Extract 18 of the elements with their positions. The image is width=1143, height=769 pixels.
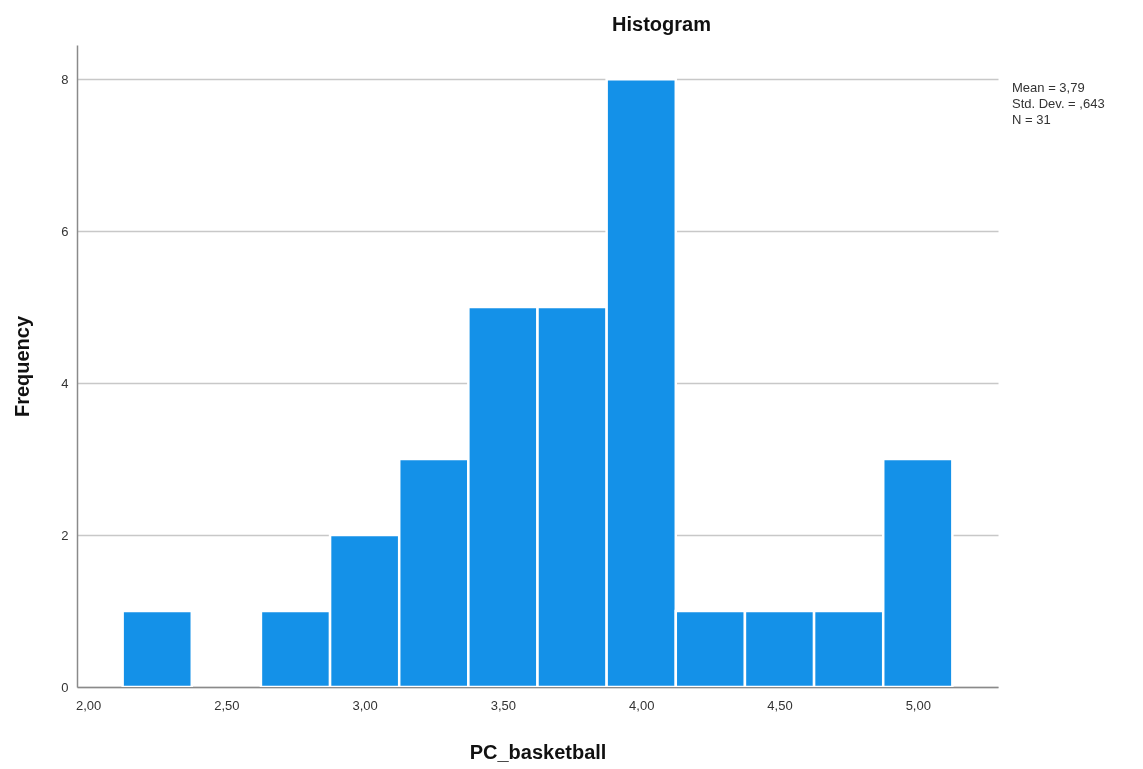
x-tick-label: 2,50 [214, 697, 240, 713]
y-tick-label: 6 [61, 223, 69, 239]
y-tick-label: 2 [61, 527, 69, 543]
text: Mean = 3,79 [1012, 80, 1085, 95]
x-tick-label: 3,50 [490, 697, 517, 713]
x-tick-label: 4,50 [767, 697, 793, 713]
x-tick-label: 3,00 [352, 697, 378, 713]
text: N = 31 [1012, 112, 1051, 127]
text: Std. Dev. = ,643 [1012, 96, 1105, 111]
x-tick-label: 5,00 [905, 697, 931, 713]
chart-title: Histogram [612, 13, 711, 35]
x-tick-label: 2,00 [75, 697, 102, 713]
y-tick-label: 4 [61, 375, 69, 391]
x-tick-label: 4,00 [629, 697, 655, 713]
y-axis-title: Frequency [10, 315, 33, 418]
x-axis-title: PC_basketball [469, 740, 607, 763]
y-tick-label: 0 [61, 679, 69, 695]
y-tick-label: 8 [61, 71, 69, 87]
